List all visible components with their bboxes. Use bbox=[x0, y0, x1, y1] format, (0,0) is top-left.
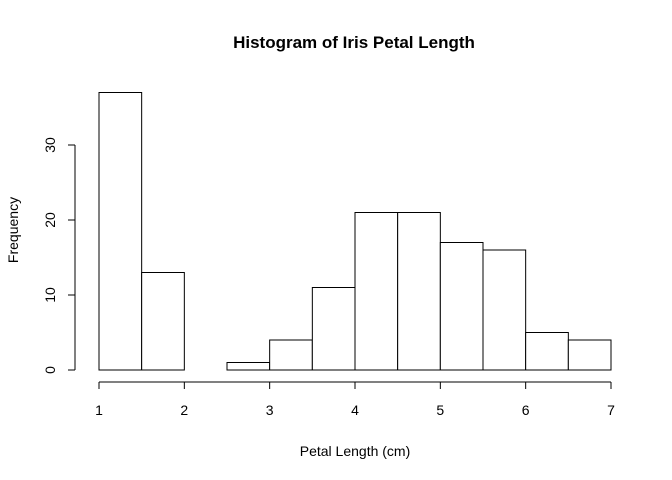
histogram-bar-7 bbox=[397, 212, 441, 371]
y-axis-label: Frequency bbox=[5, 197, 21, 263]
x-tick-label-1: 1 bbox=[95, 402, 103, 418]
x-tick-label-7: 7 bbox=[607, 402, 615, 418]
bars-group bbox=[98, 92, 612, 371]
histogram-bar-6 bbox=[354, 212, 399, 371]
x-axis: 1 2 3 4 5 6 7 bbox=[95, 381, 615, 418]
histogram-bar-3 bbox=[226, 362, 271, 371]
chart-title: Histogram of Iris Petal Length bbox=[233, 33, 475, 52]
histogram-bar-5 bbox=[311, 287, 356, 371]
y-tick-label-20: 20 bbox=[42, 212, 58, 228]
histogram-bar-1 bbox=[141, 272, 185, 371]
histogram-bar-9 bbox=[482, 249, 527, 371]
x-tick-label-3: 3 bbox=[266, 402, 274, 418]
y-axis: 0 10 20 30 bbox=[42, 137, 76, 374]
y-tick-label-30: 30 bbox=[42, 137, 58, 153]
histogram-bar-4 bbox=[269, 339, 313, 371]
x-tick-label-6: 6 bbox=[522, 402, 530, 418]
histogram-bar-0 bbox=[98, 92, 143, 371]
x-axis-label: Petal Length (cm) bbox=[300, 443, 411, 459]
histogram-bar-11 bbox=[567, 339, 612, 371]
histogram-bar-10 bbox=[525, 332, 569, 371]
y-tick-label-0: 0 bbox=[42, 366, 58, 374]
y-tick-label-10: 10 bbox=[42, 287, 58, 303]
histogram-bar-8 bbox=[439, 242, 484, 371]
x-tick-label-5: 5 bbox=[436, 402, 444, 418]
x-tick-label-2: 2 bbox=[180, 402, 188, 418]
x-tick-label-4: 4 bbox=[351, 402, 359, 418]
